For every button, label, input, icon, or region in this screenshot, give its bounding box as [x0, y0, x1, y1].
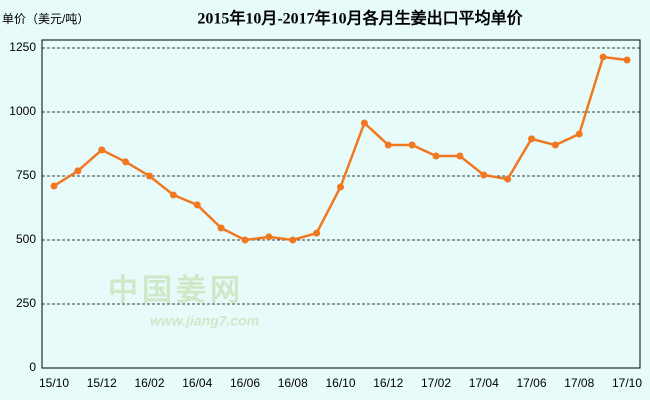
point [217, 224, 225, 232]
point [98, 146, 106, 154]
point [146, 172, 153, 180]
point [456, 152, 464, 160]
y-axis-label: 单价（美元/吨） [2, 12, 89, 26]
watermark-url: www.jiang7.com [150, 313, 259, 329]
x-tick-label: 16/04 [182, 376, 212, 390]
y-tick-label: 750 [16, 168, 36, 182]
x-tick-label: 17/02 [421, 376, 451, 390]
series-line [53, 55, 628, 242]
point [313, 229, 321, 237]
y-tick-label: 1000 [9, 104, 36, 118]
x-tick-label: 15/10 [39, 376, 69, 390]
watermark: 中国姜网 [108, 274, 244, 307]
y-tick-label: 1250 [9, 40, 36, 54]
point [289, 236, 297, 244]
plot-frame [41, 39, 641, 369]
y-tick-label: 0 [29, 360, 36, 374]
x-tick-label: 15/12 [87, 376, 117, 390]
x-tick-label: 16/10 [325, 376, 355, 390]
point [551, 141, 559, 149]
x-tick-label: 17/04 [469, 376, 499, 390]
point [599, 53, 607, 61]
point [360, 119, 368, 127]
point [74, 167, 82, 175]
x-tick-label: 16/06 [230, 376, 260, 390]
point [169, 191, 177, 199]
point [241, 236, 249, 244]
point [50, 182, 58, 190]
chart-title: 2015年10月-2017年10月各月生姜出口平均单价 [197, 9, 523, 28]
point [265, 233, 273, 241]
x-tick-label: 17/10 [612, 376, 642, 390]
y-tick-label: 500 [16, 232, 36, 246]
point [193, 201, 201, 209]
x-tick-label: 17/08 [564, 376, 594, 390]
point [623, 56, 631, 64]
x-tick-label: 16/02 [134, 376, 164, 390]
point [575, 130, 583, 138]
x-tick-label: 16/08 [278, 376, 308, 390]
point [384, 141, 392, 149]
x-tick-label: 16/12 [373, 376, 403, 390]
point [480, 171, 488, 179]
point [504, 175, 512, 183]
point [122, 158, 130, 166]
y-tick-label: 250 [16, 296, 36, 310]
point [337, 183, 344, 191]
point [432, 152, 440, 160]
point [528, 135, 535, 143]
x-tick-label: 17/06 [516, 376, 546, 390]
point [408, 141, 416, 149]
